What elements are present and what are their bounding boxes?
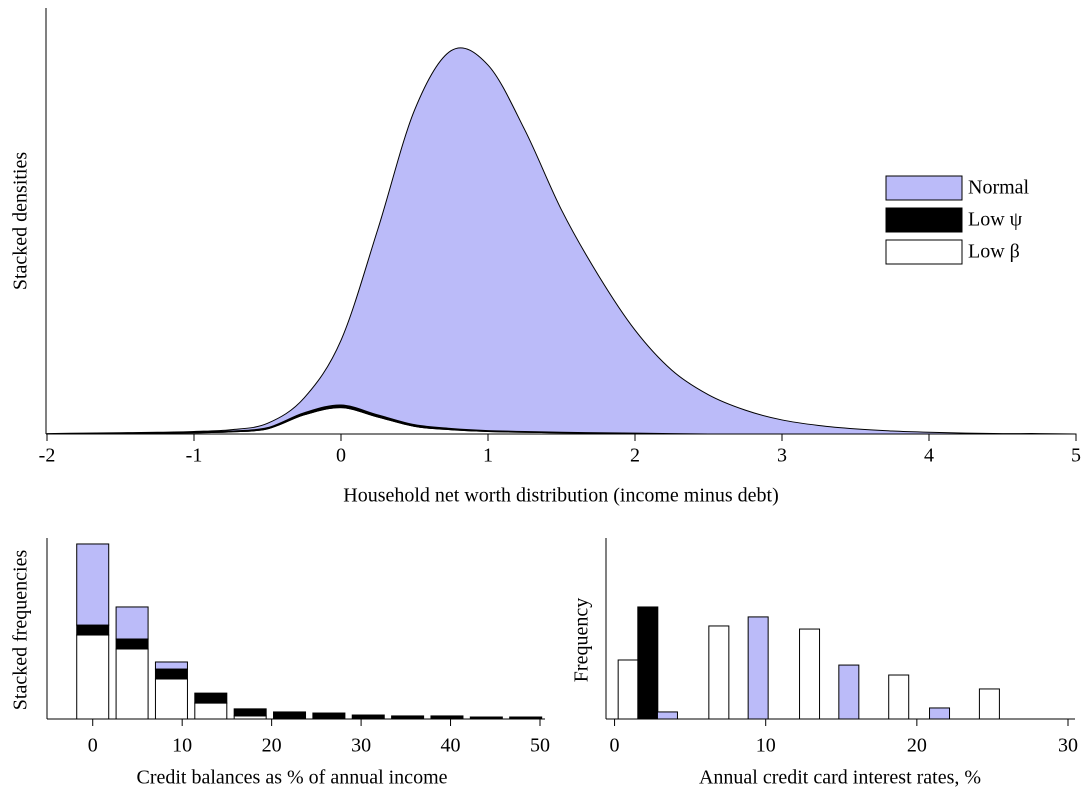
- bar: [194, 702, 228, 720]
- bar: [273, 711, 307, 720]
- bar: [708, 625, 730, 720]
- x-tick-label: 0: [336, 445, 346, 467]
- x-tick-label: 40: [441, 735, 461, 757]
- bar: [115, 638, 149, 650]
- legend-swatch: [885, 175, 963, 201]
- x-tick-label: 10: [172, 735, 192, 757]
- legend-label: Normal: [968, 177, 1030, 199]
- y-axis-label: Stacked densities: [10, 152, 32, 291]
- x-axis-label: Household net worth distribution (income…: [343, 485, 779, 507]
- x-tick-label: 0: [610, 735, 620, 757]
- bar: [76, 634, 110, 720]
- x-tick-label: 30: [351, 735, 371, 757]
- bar: [115, 648, 149, 720]
- y-axis-label: Frequency: [571, 598, 593, 682]
- bar: [154, 661, 188, 670]
- bar: [838, 664, 860, 720]
- x-tick-label: -1: [186, 445, 203, 467]
- x-axis-label: Annual credit card interest rates, %: [699, 767, 981, 789]
- x-tick-label: 0: [88, 735, 98, 757]
- x-tick-label: 10: [756, 735, 776, 757]
- bar: [747, 616, 769, 720]
- bar: [194, 692, 228, 704]
- x-tick-label: 3: [777, 445, 787, 467]
- bar: [76, 624, 110, 636]
- bar: [888, 674, 910, 720]
- bar: [233, 708, 267, 717]
- bar: [799, 628, 821, 720]
- x-tick-label: 50: [530, 735, 550, 757]
- x-tick-label: 2: [630, 445, 640, 467]
- bar: [617, 659, 639, 720]
- legend-swatch: [885, 239, 963, 265]
- bar: [656, 711, 678, 720]
- legend-label: Low ψ: [968, 209, 1023, 231]
- x-tick-label: 5: [1071, 445, 1081, 467]
- x-tick-label: 30: [1058, 735, 1078, 757]
- bar: [154, 668, 188, 680]
- x-axis-label: Credit balances as % of annual income: [137, 767, 448, 789]
- x-tick-label: 20: [907, 735, 927, 757]
- x-tick-label: 20: [262, 735, 282, 757]
- x-tick-label: 4: [924, 445, 934, 467]
- bar: [154, 678, 188, 720]
- bar: [312, 712, 346, 720]
- bar: [115, 606, 149, 640]
- legend-swatch: [885, 207, 963, 233]
- bar: [637, 606, 659, 720]
- bar: [929, 707, 951, 720]
- legend-label: Low β: [968, 241, 1020, 263]
- bar: [351, 714, 385, 720]
- bar: [76, 543, 110, 626]
- bar: [978, 688, 1000, 720]
- y-axis-label: Stacked frequencies: [10, 550, 32, 711]
- x-tick-label: -2: [39, 445, 56, 467]
- x-tick-label: 1: [483, 445, 493, 467]
